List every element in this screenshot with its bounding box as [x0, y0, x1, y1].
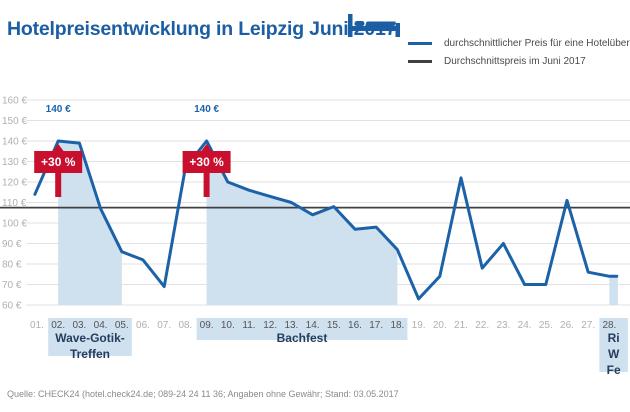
x-tick-label: 21.: [454, 320, 468, 331]
x-tick-label: 08.: [178, 320, 192, 331]
x-tick-label: 10.: [221, 320, 235, 331]
source-note: Quelle: CHECK24 (hotel.check24.de; 089-2…: [7, 389, 399, 399]
event-label-line: Wave-Gotik-: [55, 331, 125, 345]
change-label: +30 %: [189, 155, 224, 169]
x-tick-label: 20.: [433, 320, 447, 331]
x-tick-label: 04.: [94, 320, 108, 331]
y-tick-label: 150 €: [2, 116, 27, 127]
change-badge: [182, 151, 231, 173]
x-tick-label: 02.: [51, 320, 65, 331]
y-tick-label: 60 €: [2, 301, 22, 312]
x-tick-label: 18.: [390, 320, 404, 331]
legend-average-label: Durchschnittspreis im Juni 2017: [444, 56, 586, 67]
x-tick-label: 09.: [200, 320, 214, 331]
event-box: [48, 318, 132, 356]
x-tick-label: 26.: [560, 320, 574, 331]
bed-icon: [348, 14, 400, 37]
y-tick-label: 140 €: [2, 137, 27, 148]
x-tick-label: 01.: [30, 320, 44, 331]
event-label: Ri W Fe: [599, 330, 627, 378]
x-tick-label: 23.: [496, 320, 510, 331]
change-label: +30 %: [41, 155, 76, 169]
x-tick-label: 07.: [157, 320, 171, 331]
x-tick-label: 12.: [263, 320, 277, 331]
x-tick-label: 11.: [242, 320, 255, 331]
x-tick-label: 19.: [412, 320, 426, 331]
series-line: [33, 139, 619, 301]
event-label-line: Treffen: [69, 347, 110, 361]
y-tick-label: 80 €: [2, 260, 22, 271]
legend-series-swatch: [408, 42, 432, 45]
y-tick-label: 130 €: [2, 157, 27, 168]
x-tick-label: 17.: [369, 320, 383, 331]
event-label-line: Fe: [606, 363, 621, 377]
legend-series-label: durchschnittlicher Preis für eine Hotelü…: [444, 38, 630, 49]
y-tick-label: 100 €: [2, 219, 27, 230]
event-label-line: W: [607, 347, 620, 361]
x-tick-label: 27.: [581, 320, 595, 331]
peak-price-label: 140 €: [194, 104, 219, 115]
x-tick-label: 06.: [136, 320, 150, 331]
event-box: [599, 318, 628, 372]
x-tick-label: 05.: [115, 320, 129, 331]
x-tick-label: 15.: [327, 320, 341, 331]
y-tick-label: 160 €: [2, 96, 27, 107]
peak-arrow-shaft: [55, 156, 62, 197]
legend-average-swatch: [408, 60, 432, 63]
event-label: Bachfest: [197, 330, 408, 346]
legend-average: Durchschnittspreis im Juni 2017: [408, 56, 586, 67]
y-tick-label: 90 €: [2, 239, 22, 250]
x-tick-label: 24.: [518, 320, 532, 331]
event-shade: [609, 276, 618, 305]
x-tick-label: 13.: [284, 320, 298, 331]
event-box: [196, 318, 408, 340]
y-tick-label: 120 €: [2, 178, 27, 189]
event-label: Wave-Gotik- Treffen: [48, 330, 132, 362]
peak-price-label: 140 €: [46, 104, 71, 115]
event-label-line: Bachfest: [276, 331, 328, 345]
change-badge: [34, 151, 83, 173]
y-tick-label: 110 €: [2, 198, 27, 209]
event-shade: [58, 141, 122, 305]
legend-series: durchschnittlicher Preis für eine Hotelü…: [408, 38, 630, 49]
x-tick-label: 03.: [72, 320, 86, 331]
x-tick-label: 14.: [306, 320, 320, 331]
x-tick-label: 16.: [348, 320, 362, 331]
event-label-line: Ri: [607, 331, 620, 345]
event-shade: [206, 141, 398, 305]
chart-title: Hotelpreisentwicklung in Leipzig Juni 20…: [7, 18, 397, 40]
y-tick-label: 70 €: [2, 280, 22, 291]
x-tick-label: 25.: [539, 320, 553, 331]
x-tick-label: 22.: [475, 320, 489, 331]
peak-arrow-shaft: [203, 156, 210, 197]
x-tick-label: 28.: [602, 320, 616, 331]
